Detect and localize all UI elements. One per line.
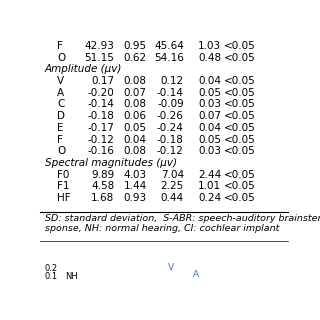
Text: -0.24: -0.24 xyxy=(157,123,184,133)
Text: -0.20: -0.20 xyxy=(88,88,115,98)
Text: sponse, NH: normal hearing, CI: cochlear implant: sponse, NH: normal hearing, CI: cochlear… xyxy=(45,224,279,233)
Text: V: V xyxy=(57,76,65,86)
Text: A: A xyxy=(193,270,199,279)
Text: 1.03: 1.03 xyxy=(198,41,221,51)
Text: <0.05: <0.05 xyxy=(224,146,256,156)
Text: 1.44: 1.44 xyxy=(124,181,147,191)
Text: 0.04: 0.04 xyxy=(198,76,221,86)
Text: SD: standard deviation,  S-ABR: speech-auditory brainstem re-: SD: standard deviation, S-ABR: speech-au… xyxy=(45,213,320,223)
Text: <0.05: <0.05 xyxy=(224,100,256,109)
Text: <0.05: <0.05 xyxy=(224,181,256,191)
Text: O: O xyxy=(57,52,66,62)
Text: -0.14: -0.14 xyxy=(157,88,184,98)
Text: -0.14: -0.14 xyxy=(88,100,115,109)
Text: 0.08: 0.08 xyxy=(124,146,147,156)
Text: 0.08: 0.08 xyxy=(124,100,147,109)
Text: C: C xyxy=(57,100,65,109)
Text: -0.26: -0.26 xyxy=(157,111,184,121)
Text: 1.68: 1.68 xyxy=(91,193,115,203)
Text: O: O xyxy=(57,146,66,156)
Text: <0.05: <0.05 xyxy=(224,123,256,133)
Text: 0.93: 0.93 xyxy=(124,193,147,203)
Text: -0.16: -0.16 xyxy=(88,146,115,156)
Text: -0.12: -0.12 xyxy=(157,146,184,156)
Text: 2.25: 2.25 xyxy=(161,181,184,191)
Text: 7.04: 7.04 xyxy=(161,170,184,180)
Text: -0.18: -0.18 xyxy=(157,134,184,145)
Text: 0.48: 0.48 xyxy=(198,52,221,62)
Text: 0.08: 0.08 xyxy=(124,76,147,86)
Text: 0.07: 0.07 xyxy=(124,88,147,98)
Text: 51.15: 51.15 xyxy=(84,52,115,62)
Text: <0.05: <0.05 xyxy=(224,193,256,203)
Text: -0.18: -0.18 xyxy=(88,111,115,121)
Text: <0.05: <0.05 xyxy=(224,134,256,145)
Text: -0.12: -0.12 xyxy=(88,134,115,145)
Text: 0.03: 0.03 xyxy=(198,146,221,156)
Text: 0.44: 0.44 xyxy=(161,193,184,203)
Text: 0.95: 0.95 xyxy=(124,41,147,51)
Text: 0.62: 0.62 xyxy=(124,52,147,62)
Text: 4.03: 4.03 xyxy=(124,170,147,180)
Text: 0.05: 0.05 xyxy=(124,123,147,133)
Text: 0.07: 0.07 xyxy=(198,111,221,121)
Text: E: E xyxy=(57,123,64,133)
Text: 45.64: 45.64 xyxy=(154,41,184,51)
Text: NH: NH xyxy=(65,272,77,281)
Text: HF: HF xyxy=(57,193,71,203)
Text: F: F xyxy=(57,41,63,51)
Text: 9.89: 9.89 xyxy=(91,170,115,180)
Text: F1: F1 xyxy=(57,181,70,191)
Text: <0.05: <0.05 xyxy=(224,170,256,180)
Text: D: D xyxy=(57,111,65,121)
Text: 1.01: 1.01 xyxy=(198,181,221,191)
Text: V: V xyxy=(168,262,174,272)
Text: F0: F0 xyxy=(57,170,70,180)
Text: 0.12: 0.12 xyxy=(161,76,184,86)
Text: F: F xyxy=(57,134,63,145)
Text: 0.17: 0.17 xyxy=(91,76,115,86)
Text: 0.04: 0.04 xyxy=(198,123,221,133)
Text: 0.03: 0.03 xyxy=(198,100,221,109)
Text: 54.16: 54.16 xyxy=(154,52,184,62)
Text: <0.05: <0.05 xyxy=(224,88,256,98)
Text: 42.93: 42.93 xyxy=(84,41,115,51)
Text: 0.2: 0.2 xyxy=(45,264,58,273)
Text: A: A xyxy=(57,88,65,98)
Text: 0.1: 0.1 xyxy=(45,272,58,281)
Text: 0.05: 0.05 xyxy=(198,88,221,98)
Text: -0.17: -0.17 xyxy=(88,123,115,133)
Text: <0.05: <0.05 xyxy=(224,76,256,86)
Text: <0.05: <0.05 xyxy=(224,111,256,121)
Text: 0.06: 0.06 xyxy=(124,111,147,121)
Text: 0.05: 0.05 xyxy=(198,134,221,145)
Text: <0.05: <0.05 xyxy=(224,41,256,51)
Text: 0.04: 0.04 xyxy=(124,134,147,145)
Text: Spectral magnitudes (μv): Spectral magnitudes (μv) xyxy=(45,158,177,168)
Text: <0.05: <0.05 xyxy=(224,52,256,62)
Text: -0.09: -0.09 xyxy=(157,100,184,109)
Text: 0.24: 0.24 xyxy=(198,193,221,203)
Text: Amplitude (μv): Amplitude (μv) xyxy=(45,64,122,74)
Text: 4.58: 4.58 xyxy=(91,181,115,191)
Text: 2.44: 2.44 xyxy=(198,170,221,180)
